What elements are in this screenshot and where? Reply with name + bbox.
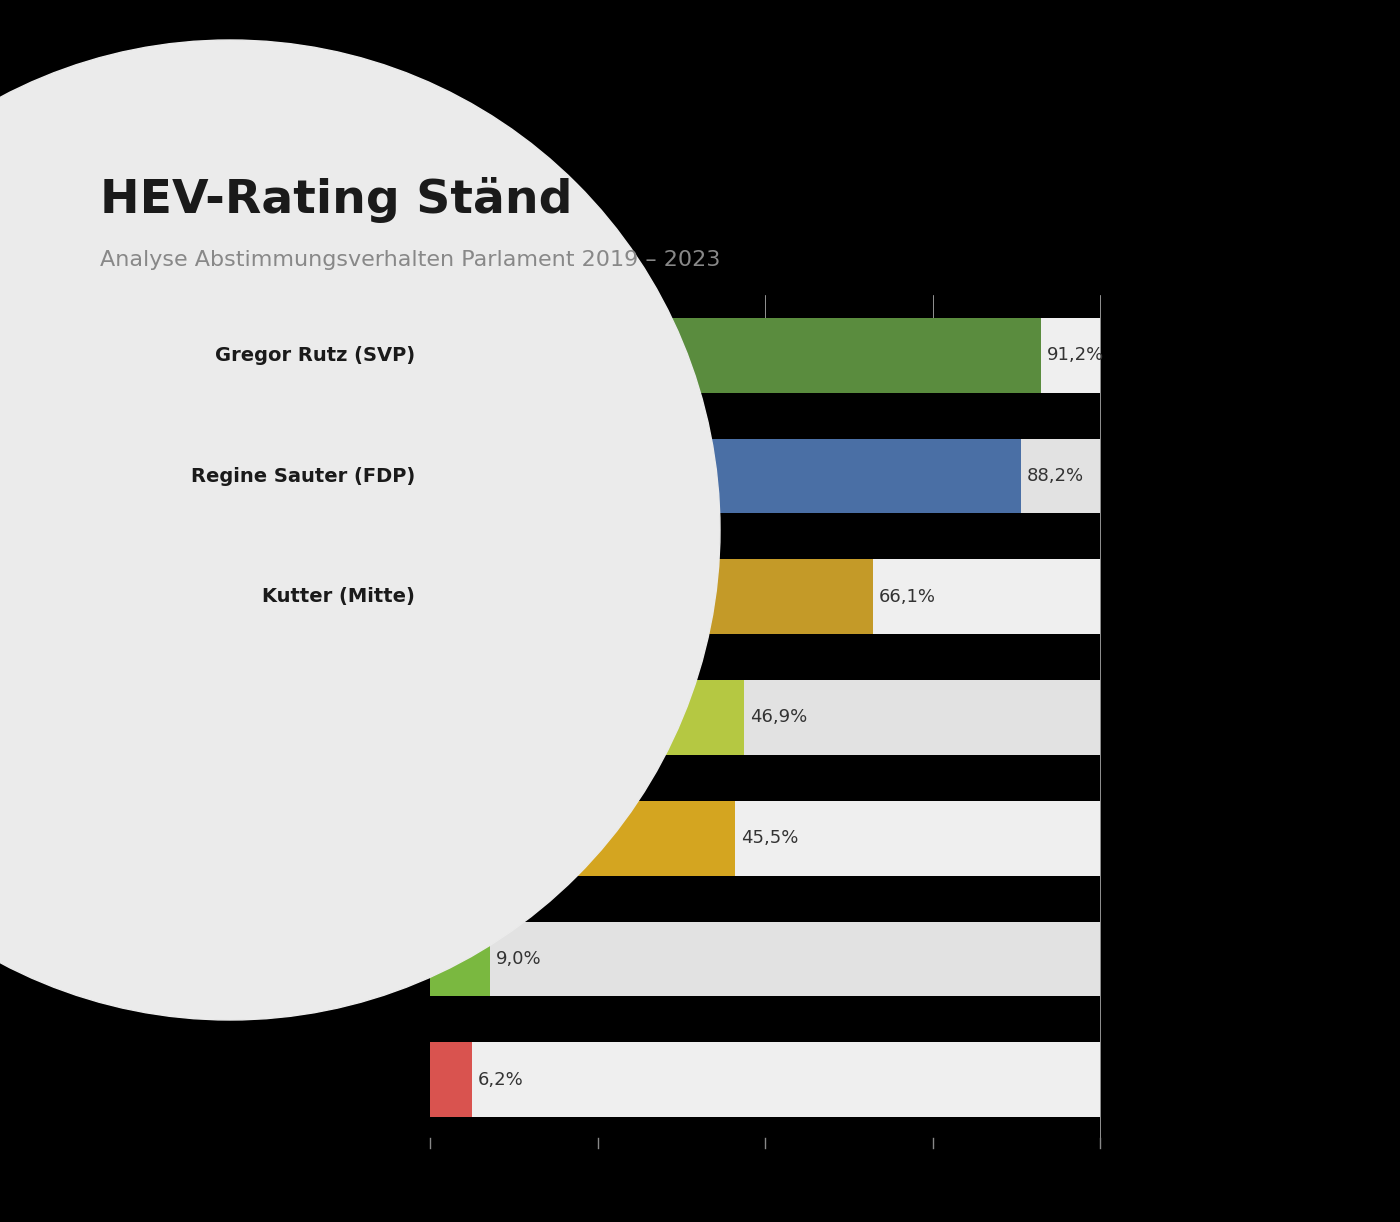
Bar: [430, 634, 1100, 681]
Circle shape: [0, 40, 720, 1020]
Bar: [430, 681, 745, 755]
Bar: [430, 1042, 1100, 1117]
Text: Analyse Abstimmungsverhalten Parlament 2019 – 2023: Analyse Abstimmungsverhalten Parlament 2…: [99, 251, 721, 270]
Bar: [430, 921, 490, 996]
Text: 45,5%: 45,5%: [741, 830, 798, 847]
Bar: [430, 800, 1100, 876]
Bar: [430, 1042, 472, 1117]
Bar: [430, 1136, 1100, 1143]
Bar: [430, 560, 1100, 634]
Bar: [430, 681, 1100, 755]
Bar: [430, 513, 1100, 560]
Text: 66,1%: 66,1%: [879, 588, 935, 606]
Bar: [430, 439, 1100, 513]
Bar: [430, 560, 872, 634]
Text: 9,0%: 9,0%: [496, 949, 542, 968]
Text: 91,2%: 91,2%: [1047, 346, 1105, 364]
Bar: [430, 439, 1021, 513]
Text: 46,9%: 46,9%: [750, 709, 808, 727]
Text: HEV-Rating Ständ: HEV-Rating Ständ: [99, 177, 573, 222]
Bar: [430, 318, 1100, 392]
Bar: [430, 800, 735, 876]
Bar: [430, 921, 1100, 996]
Text: Regine Sauter (FDP): Regine Sauter (FDP): [190, 467, 414, 485]
Bar: [430, 996, 1100, 1042]
Bar: [430, 318, 1042, 392]
Bar: [430, 755, 1100, 800]
Text: 88,2%: 88,2%: [1028, 467, 1084, 485]
Bar: [430, 876, 1100, 921]
Text: Kutter (Mitte): Kutter (Mitte): [262, 588, 414, 606]
Text: 6,2%: 6,2%: [477, 1070, 524, 1089]
Bar: [430, 392, 1100, 439]
Text: Gregor Rutz (SVP): Gregor Rutz (SVP): [214, 346, 414, 365]
Bar: [430, 1117, 1100, 1163]
